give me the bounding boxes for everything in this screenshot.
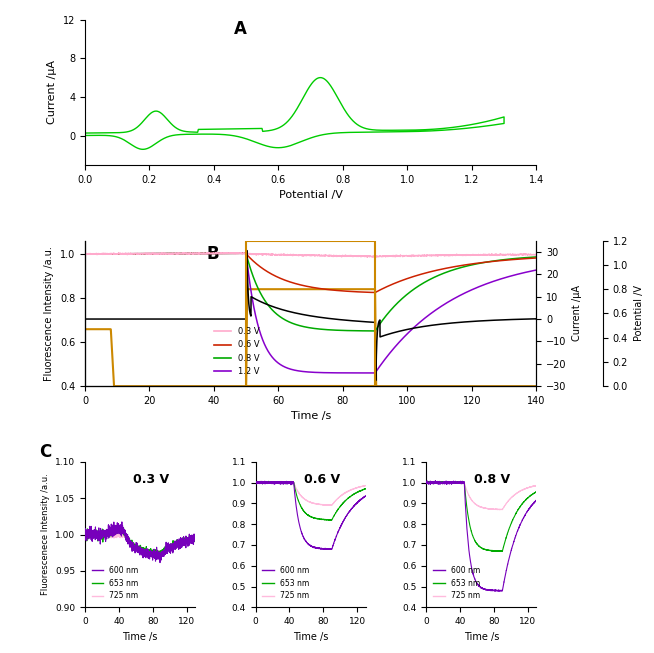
0.8 V [371,327,379,335]
0.6 V [437,266,445,274]
X-axis label: Time /s: Time /s [122,631,158,641]
Y-axis label: Current /µA: Current /µA [572,285,582,342]
0.6 V [242,249,250,257]
0.6 V [284,278,292,285]
1.2 V [437,303,445,311]
0.3 V [532,251,540,259]
Legend: 600 nm, 653 nm, 725 nm: 600 nm, 653 nm, 725 nm [430,563,483,603]
1.2 V [284,364,292,372]
Text: C: C [39,443,51,462]
X-axis label: Time /s: Time /s [464,631,499,641]
X-axis label: Potential /V: Potential /V [279,190,343,200]
Legend: 600 nm, 653 nm, 725 nm: 600 nm, 653 nm, 725 nm [89,563,142,603]
0.6 V [532,254,540,262]
0.6 V [81,250,89,258]
0.3 V [223,249,231,257]
Text: A: A [234,20,247,38]
0.6 V [249,257,257,264]
0.3 V [354,252,362,260]
0.8 V [284,318,292,326]
0.3 V [437,251,445,259]
0.8 V [242,249,250,257]
0.8 V [249,272,257,280]
Y-axis label: Potential /V: Potential /V [634,285,644,342]
1.2 V [453,293,460,301]
Text: 0.6 V: 0.6 V [303,473,339,486]
1.2 V [530,266,538,274]
1.2 V [249,299,257,307]
1.2 V [354,369,362,377]
0.6 V [530,254,538,262]
Line: 1.2 V: 1.2 V [85,253,536,373]
Line: 0.6 V: 0.6 V [85,253,536,293]
Line: 0.8 V: 0.8 V [85,253,536,331]
0.6 V [453,263,460,270]
0.8 V [532,253,540,261]
0.8 V [81,250,89,258]
Text: 0.3 V: 0.3 V [133,473,169,486]
0.3 V [363,253,371,261]
0.8 V [453,265,460,273]
0.3 V [81,250,89,258]
1.2 V [371,369,379,377]
0.3 V [530,251,538,259]
X-axis label: Time /s: Time /s [290,411,331,421]
0.8 V [437,270,445,278]
Text: B: B [207,245,220,263]
0.3 V [249,250,257,258]
Y-axis label: Current /µA: Current /µA [47,60,58,124]
Y-axis label: Fluorescence Intensity /a.u.: Fluorescence Intensity /a.u. [44,246,54,381]
0.8 V [354,327,362,335]
Legend: 600 nm, 653 nm, 725 nm: 600 nm, 653 nm, 725 nm [260,563,313,603]
1.2 V [242,249,250,257]
0.6 V [354,288,362,296]
Text: 0.8 V: 0.8 V [474,473,510,486]
1.2 V [532,266,540,274]
Legend: 0.3 V, 0.6 V, 0.8 V, 1.2 V: 0.3 V, 0.6 V, 0.8 V, 1.2 V [211,324,263,379]
0.6 V [371,289,379,296]
Line: 0.3 V: 0.3 V [85,253,536,257]
0.3 V [453,250,460,258]
0.3 V [284,251,292,259]
X-axis label: Time /s: Time /s [293,631,328,641]
Y-axis label: Fluorescenece Intensity /a.u.: Fluorescenece Intensity /a.u. [41,473,50,596]
0.8 V [530,253,538,261]
1.2 V [81,250,89,258]
